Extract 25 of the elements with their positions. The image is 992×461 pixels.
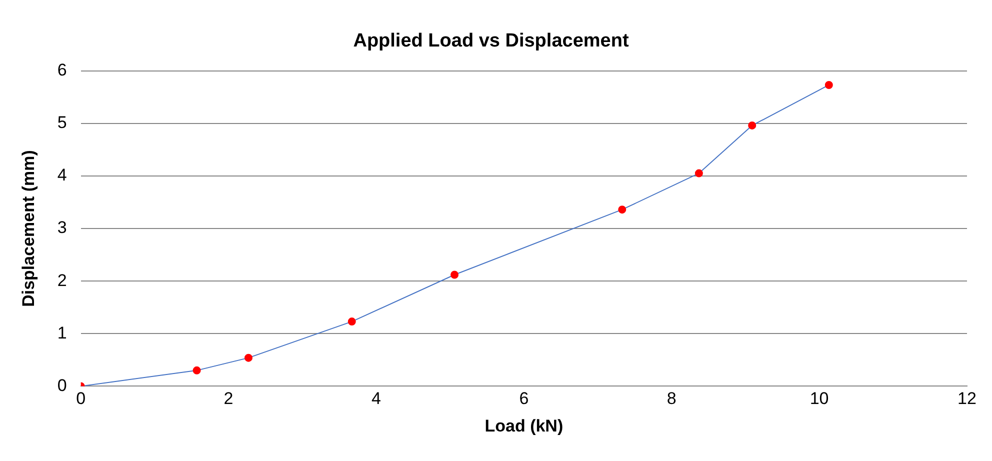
x-tick-label: 10 (810, 389, 829, 408)
x-tick-label: 4 (372, 389, 381, 408)
x-tick-label: 8 (666, 389, 676, 408)
point (824, 80, 833, 89)
point (618, 206, 626, 214)
y-tick-label: 4 (57, 166, 67, 185)
y-tick-label: 5 (57, 113, 67, 132)
y-tick-label: 0 (57, 376, 67, 395)
point (748, 121, 756, 130)
x-tick-label: 2 (224, 389, 234, 408)
x-tick-label: 0 (76, 389, 86, 408)
y-tick-label: 1 (57, 323, 67, 342)
y-tick-label: 3 (57, 218, 67, 238)
point (348, 318, 356, 326)
x-axis-title: Load (kN) (484, 416, 564, 436)
point (244, 354, 252, 362)
point (450, 270, 459, 279)
chart-title: Applied Load vs Displacement (353, 30, 630, 52)
y-tick-label: 2 (57, 270, 67, 290)
point (694, 169, 703, 178)
y-tick-label: 6 (57, 60, 67, 80)
y-axis-title: Displacement (mm) (18, 150, 38, 307)
x-tick-label: 12 (958, 389, 976, 408)
point (192, 366, 201, 374)
x-tick-label: 6 (519, 389, 529, 408)
